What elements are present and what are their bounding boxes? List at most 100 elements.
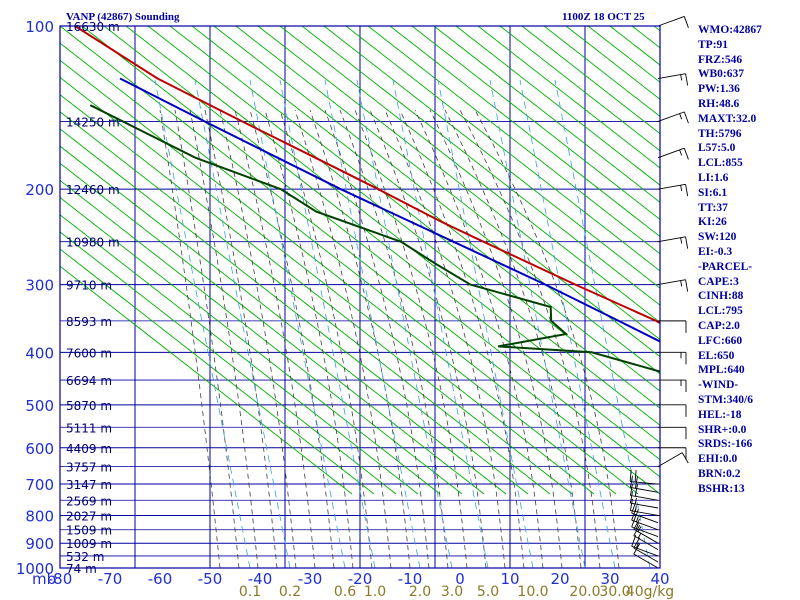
mixing-ratio-line: [279, 79, 376, 568]
moist-adiabat-lines: [159, 109, 620, 568]
dry-adiabat-line: [279, 26, 660, 323]
dry-adiabat-line: [60, 197, 441, 495]
dry-adiabat-line: [60, 265, 353, 495]
height-label: 532 m: [66, 550, 104, 564]
moist-adiabat-line: [249, 109, 335, 568]
index-item: CAP:2.0: [698, 319, 740, 332]
index-item: BRN:0.2: [698, 467, 741, 480]
index-item: EL:650: [698, 349, 735, 362]
height-label: 14250 m: [66, 115, 120, 129]
temperature-tick-label: -80: [48, 570, 73, 588]
pressure-tick-label: 400: [25, 344, 54, 362]
mixing-ratio-label: 30.0: [599, 584, 630, 600]
dry-adiabat-line: [323, 26, 660, 289]
pressure-tick-label: 500: [25, 397, 54, 415]
station-title: VANP (42867) Sounding: [66, 11, 180, 23]
wind-barb: [629, 469, 659, 485]
wind-barb: [657, 73, 689, 86]
pressure-tick-label: 800: [25, 507, 54, 525]
dry-adiabat-line: [301, 26, 660, 306]
mixing-ratio-line: [194, 79, 291, 568]
moist-adiabat-line: [309, 109, 411, 568]
dry-adiabat-line: [543, 26, 660, 118]
index-item: CAPE:3: [698, 275, 739, 288]
dry-adiabat-line: [60, 214, 419, 495]
dry-adiabat-line: [60, 128, 529, 495]
dry-adiabat-line: [257, 26, 660, 341]
pressure-tick-label: 700: [25, 476, 54, 494]
wind-barb: [633, 543, 659, 569]
moist-adiabat-line: [294, 109, 392, 568]
moist-adiabat-line: [339, 109, 449, 568]
dry-adiabat-line: [433, 26, 660, 203]
dry-adiabat-line: [60, 94, 573, 495]
height-label: 9710 m: [66, 279, 112, 293]
index-item: TT:37: [698, 201, 728, 214]
dry-adiabat-line: [499, 26, 660, 152]
height-label: 16630 m: [66, 20, 120, 34]
wind-barb: [657, 16, 689, 28]
index-item: RH:48.6: [698, 97, 740, 110]
pressure-tick-label: 100: [25, 18, 54, 36]
index-item: BSHR:13: [698, 482, 745, 495]
index-item: MPL:640: [698, 364, 745, 377]
temperature-tick-label: -20: [348, 570, 373, 588]
height-label: 10980 m: [66, 236, 120, 250]
height-label: 4409 m: [66, 442, 112, 456]
wind-barb: [629, 498, 659, 516]
moist-adiabat-line: [264, 109, 354, 568]
height-label: 2027 m: [66, 509, 112, 523]
index-item: HEL:-18: [698, 408, 742, 421]
mixing-ratio-label: 3.0: [441, 584, 463, 600]
dry-adiabat-line: [60, 248, 375, 495]
mixing-ratio-label: 0.2: [279, 584, 301, 600]
temperature-tick-label: 20: [550, 570, 569, 588]
moist-adiabat-line: [219, 109, 297, 568]
wind-barb: [658, 426, 687, 440]
index-item: TH:5796: [698, 127, 742, 140]
wind-barb: [631, 534, 659, 557]
dry-adiabat-lines: [60, 26, 660, 495]
temperature-tick-label: 30: [600, 570, 619, 588]
index-item: LCL:795: [698, 305, 743, 318]
mixing-ratio-lines: [154, 79, 651, 568]
pressure-tick-label: 900: [25, 535, 54, 553]
index-item: FRZ:546: [698, 53, 743, 66]
temperature-tick-label: 10: [500, 570, 519, 588]
mixing-ratio-line: [392, 79, 489, 568]
index-item: WB0:637: [698, 68, 744, 81]
sounding-traces: [74, 26, 660, 373]
temperature-tick-labels: -80 -70 -60 -50 -40 -30 -20 -10 0 10 20 30 40: [48, 570, 670, 588]
temperature-tick-label: -70: [98, 570, 123, 588]
index-item: SHR+:0.0: [698, 423, 747, 436]
pressure-tick-label: 600: [25, 440, 54, 458]
index-item: MAXT:32.0: [698, 112, 757, 125]
index-item: -WIND-: [698, 379, 739, 392]
moist-adiabat-line: [204, 109, 278, 568]
height-label: 1009 m: [66, 537, 112, 551]
dry-adiabat-line: [60, 179, 463, 495]
index-list: WMO:42867 TP:91 FRZ:546 WB0:637 PW:1.36 RH:48…: [698, 23, 762, 497]
temperature-tick-label: -60: [148, 570, 173, 588]
wind-barb: [657, 147, 689, 160]
wind-barb: [658, 404, 687, 417]
moist-adiabat-line: [369, 109, 487, 568]
height-label: 2569 m: [66, 494, 112, 508]
wind-barb: [657, 279, 689, 292]
index-item: TP:91: [698, 38, 729, 51]
dry-adiabat-line: [60, 59, 617, 495]
mixing-ratio-label: 0.6: [334, 584, 356, 600]
mixing-ratio-label: 10.0: [517, 584, 548, 600]
mixing-ratio-label: 40g/kg: [626, 584, 674, 600]
temperature-tick-label: -50: [198, 570, 223, 588]
temperature-tick-label: -30: [298, 570, 323, 588]
wind-barb: [629, 483, 659, 501]
height-label: 3757 m: [66, 461, 112, 475]
pressure-tick-label: 200: [25, 181, 54, 199]
dry-adiabat-line: [60, 231, 397, 495]
wind-barb: [657, 183, 689, 197]
height-label: 74 m: [66, 562, 97, 576]
dry-adiabat-line: [147, 26, 660, 426]
pressure-tick-label: 1000: [16, 560, 54, 578]
